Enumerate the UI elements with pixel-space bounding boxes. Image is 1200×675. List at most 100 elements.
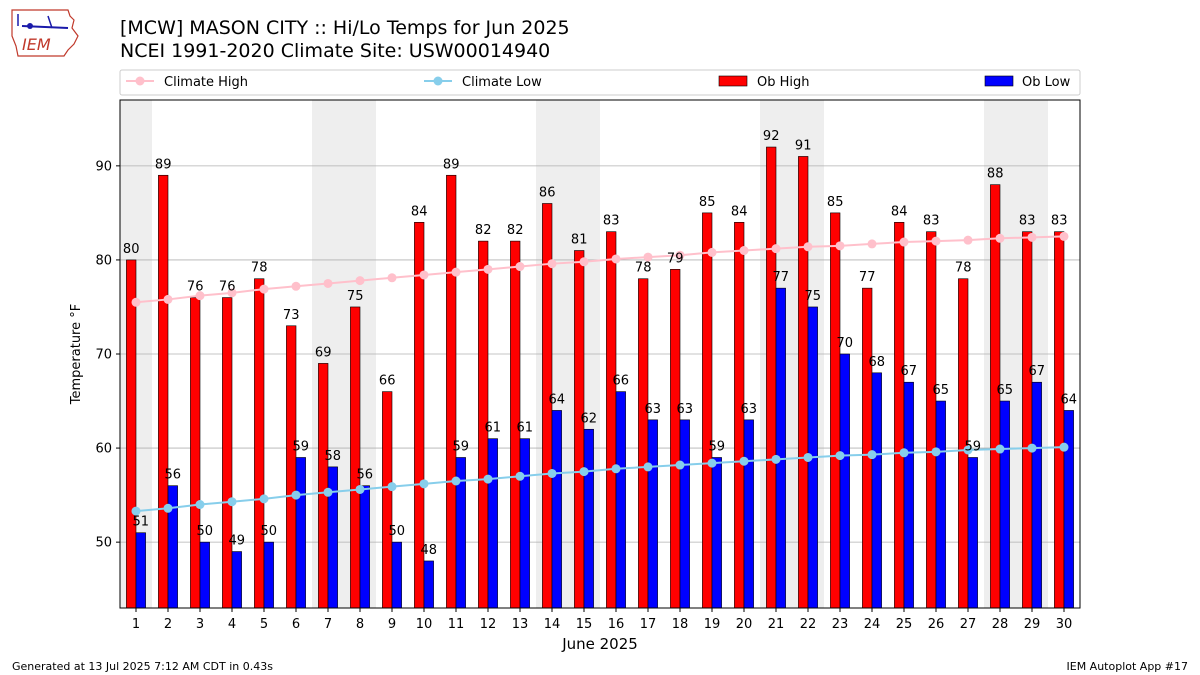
bar-ob-low-8 (359, 485, 370, 609)
label-ob-high-29: 83 (1019, 214, 1036, 229)
legend-climate-high-marker (135, 76, 145, 86)
label-ob-low-15: 62 (581, 411, 598, 426)
legend-ob-high-swatch (718, 75, 748, 87)
climate-low-point-25 (899, 448, 909, 458)
climate-high-point-29 (1027, 232, 1037, 242)
bar-ob-high-5 (254, 278, 265, 609)
bar-ob-low-29 (1031, 381, 1042, 609)
bar-ob-high-2 (158, 174, 169, 609)
label-ob-high-16: 83 (603, 214, 620, 229)
bar-ob-low-21 (775, 287, 786, 609)
bar-ob-low-24 (871, 372, 882, 609)
bar-ob-high-21 (766, 146, 777, 609)
bar-ob-low-9 (391, 541, 402, 609)
y-tick-label-70: 70 (95, 348, 112, 363)
bar-ob-high-17 (638, 278, 649, 609)
climate-high-point-20 (739, 246, 749, 256)
x-tick-label-15: 15 (576, 617, 593, 632)
label-ob-low-20: 63 (741, 402, 758, 417)
climate-low-point-24 (867, 450, 877, 460)
label-ob-high-15: 81 (571, 233, 588, 248)
x-tick-label-13: 13 (512, 617, 529, 632)
bar-ob-high-22 (798, 156, 809, 609)
x-tick-label-9: 9 (388, 617, 396, 632)
label-ob-low-1: 51 (133, 515, 150, 530)
climate-low-point-22 (803, 452, 813, 462)
climate-low-point-8 (355, 484, 365, 494)
bar-ob-high-8 (350, 306, 361, 609)
bar-ob-high-25 (894, 221, 905, 609)
climate-low-point-26 (931, 447, 941, 457)
climate-high-point-15 (579, 257, 589, 267)
label-ob-high-6: 73 (283, 308, 300, 323)
climate-low-point-12 (483, 474, 493, 484)
label-ob-high-18: 79 (667, 251, 684, 266)
climate-low-point-1 (131, 506, 141, 516)
legend-box (119, 69, 1081, 96)
label-ob-high-21: 92 (763, 129, 780, 144)
label-ob-high-27: 78 (955, 261, 972, 276)
bar-ob-high-19 (702, 212, 713, 609)
legend-climate-low-label: Climate Low (462, 75, 542, 90)
climate-high-point-21 (771, 244, 781, 254)
label-ob-high-17: 78 (635, 261, 652, 276)
x-tick-label-23: 23 (832, 617, 849, 632)
label-ob-high-3: 76 (187, 280, 204, 295)
label-ob-high-25: 84 (891, 204, 908, 219)
label-ob-low-13: 61 (517, 421, 534, 436)
label-ob-low-18: 63 (677, 402, 694, 417)
legend-climate-high-label: Climate High (164, 75, 248, 90)
label-ob-low-25: 67 (901, 364, 918, 379)
climate-high-point-26 (931, 236, 941, 246)
bar-ob-low-26 (935, 400, 946, 609)
label-ob-low-16: 66 (613, 374, 630, 389)
y-tick-label-80: 80 (95, 253, 112, 268)
x-tick-label-2: 2 (164, 617, 172, 632)
label-ob-high-10: 84 (411, 204, 428, 219)
bar-ob-low-27 (967, 457, 978, 609)
climate-high-point-5 (259, 284, 269, 294)
bar-ob-low-10 (423, 560, 434, 609)
legend: Climate High Climate Low Ob High Ob Low (119, 69, 1081, 96)
climate-low-point-3 (195, 500, 205, 510)
climate-high-point-8 (355, 276, 365, 286)
climate-high-point-12 (483, 264, 493, 274)
label-ob-low-21: 77 (773, 270, 790, 285)
x-tick-label-8: 8 (356, 617, 364, 632)
climate-high-point-11 (451, 267, 461, 277)
label-ob-low-29: 67 (1029, 364, 1046, 379)
x-tick-label-26: 26 (928, 617, 945, 632)
title-line-2: NCEI 1991-2020 Climate Site: USW00014940 (120, 40, 551, 62)
climate-low-point-7 (323, 487, 333, 497)
bar-ob-high-9 (382, 391, 393, 609)
climate-low-point-21 (771, 454, 781, 464)
label-ob-low-22: 75 (805, 289, 822, 304)
label-ob-low-6: 59 (293, 439, 310, 454)
climate-low-point-9 (387, 482, 397, 492)
climate-high-point-2 (163, 294, 173, 304)
climate-low-point-4 (227, 497, 237, 507)
legend-ob-low-label: Ob Low (1022, 75, 1071, 90)
climate-high-point-1 (131, 297, 141, 307)
climate-low-point-20 (739, 456, 749, 466)
label-ob-low-10: 48 (421, 543, 438, 558)
label-ob-low-26: 65 (933, 383, 950, 398)
climate-low-point-11 (451, 476, 461, 486)
climate-lines (131, 231, 1069, 516)
label-ob-high-11: 89 (443, 157, 460, 172)
label-ob-high-9: 66 (379, 374, 396, 389)
climate-low-point-2 (163, 503, 173, 513)
x-tick-label-4: 4 (228, 617, 236, 632)
bar-ob-low-6 (295, 457, 306, 609)
climate-high-point-27 (963, 235, 973, 245)
x-tick-label-16: 16 (608, 617, 625, 632)
legend-ob-low-swatch (984, 75, 1014, 87)
bar-ob-low-16 (615, 391, 626, 609)
x-tick-label-6: 6 (292, 617, 300, 632)
data-labels: 80 51 89 56 76 50 76 49 78 50 73 59 69 58 75 56 66 50 84 48… (123, 129, 1077, 558)
climate-high-point-18 (675, 250, 685, 260)
label-ob-high-13: 82 (507, 223, 524, 238)
label-ob-high-28: 88 (987, 167, 1004, 182)
label-ob-low-24: 68 (869, 355, 886, 370)
label-ob-low-19: 59 (709, 439, 726, 454)
